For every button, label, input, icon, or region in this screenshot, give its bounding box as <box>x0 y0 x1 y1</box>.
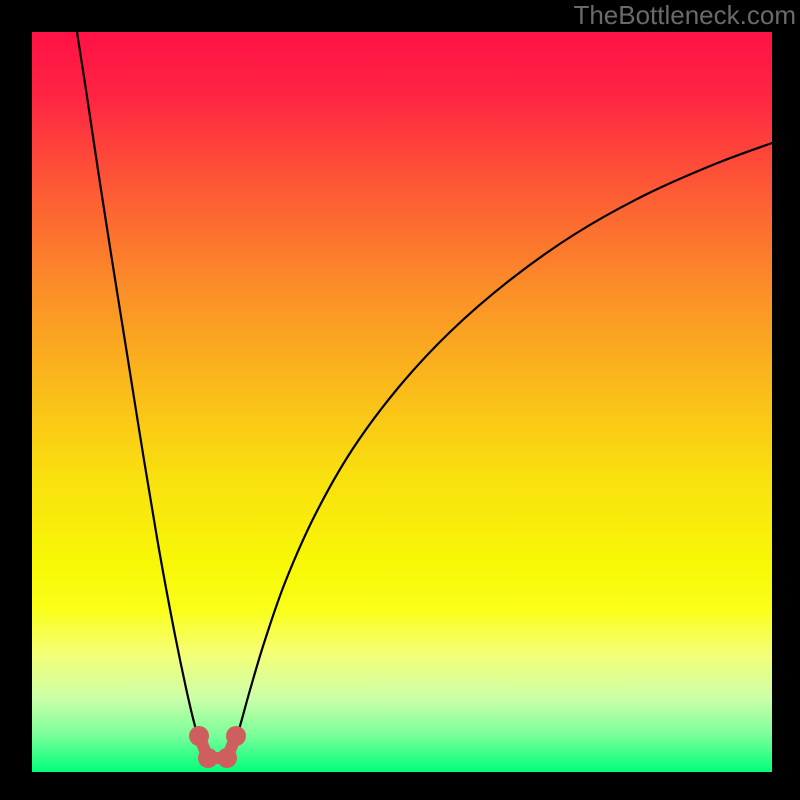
chart-overlay-svg <box>0 0 800 800</box>
watermark-text: TheBottleneck.com <box>573 0 800 31</box>
left-curve <box>77 32 202 747</box>
right-curve <box>233 143 772 747</box>
chart-container: TheBottleneck.com <box>0 0 800 800</box>
node-marker <box>189 726 209 746</box>
node-marker <box>226 726 246 746</box>
node-marker <box>198 748 218 768</box>
node-marker <box>217 748 237 768</box>
